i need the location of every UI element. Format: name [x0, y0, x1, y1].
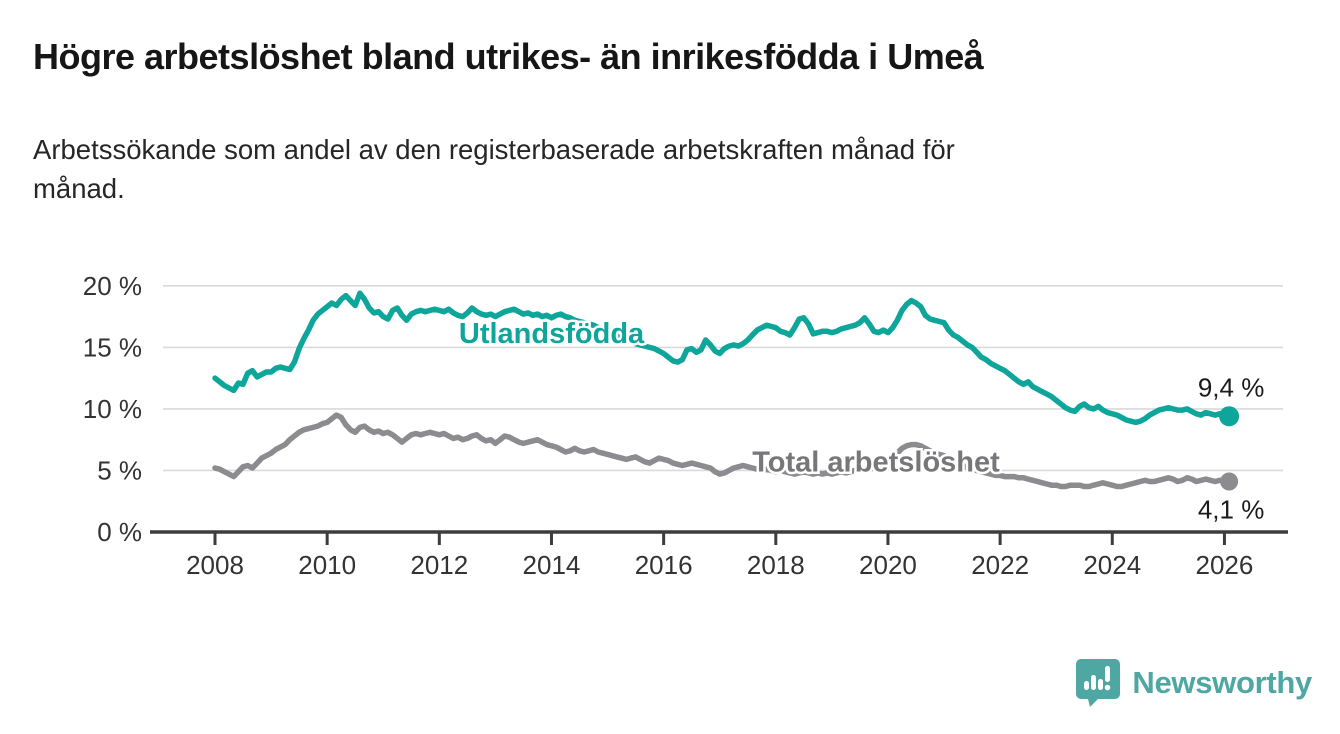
- newsworthy-logo: Newsworthy: [1075, 658, 1312, 708]
- x-tick-label: 2008: [186, 550, 244, 580]
- x-tick-label: 2016: [635, 550, 693, 580]
- logo-bar-2: [1091, 675, 1097, 690]
- series-label: Utlandsfödda: [459, 318, 645, 350]
- chart-title: Högre arbetslöshet bland utrikes- än inr…: [33, 36, 984, 77]
- end-dot: [1219, 406, 1240, 427]
- end-dot: [1220, 472, 1239, 491]
- x-tick-label: 2014: [523, 550, 581, 580]
- x-tick-label: 2020: [859, 550, 917, 580]
- x-tick-label: 2026: [1196, 550, 1254, 580]
- series-line-total-arbetsloshet: [212, 412, 1232, 490]
- chart-subtitle: Arbetssökande som andel av den registerb…: [33, 134, 955, 205]
- newsworthy-brand-name: Newsworthy: [1132, 665, 1312, 700]
- logo-bar-1: [1084, 681, 1090, 690]
- series-line-utlandsfodda: [212, 290, 1232, 426]
- x-tick-label: 2022: [971, 550, 1029, 580]
- x-tick-label: 2024: [1083, 550, 1141, 580]
- series-label: Total arbetslöshet: [752, 447, 1000, 479]
- newsworthy-logo-icon: [1076, 659, 1121, 707]
- y-tick-label: 0 %: [97, 517, 142, 547]
- y-tick-label: 5 %: [97, 455, 142, 485]
- y-tick-label: 15 %: [83, 332, 142, 362]
- y-tick-label: 10 %: [83, 394, 142, 424]
- x-tick-label: 2012: [410, 550, 468, 580]
- end-value-label: 4,1 %: [1198, 495, 1265, 525]
- x-tick-label: 2018: [747, 550, 805, 580]
- logo-bar-3: [1098, 679, 1104, 690]
- y-tick-label: 20 %: [83, 271, 142, 301]
- end-value-label: 9,4 %: [1198, 372, 1265, 402]
- x-tick-label: 2010: [298, 550, 356, 580]
- logo-exclamation-dot: [1105, 684, 1111, 691]
- logo-exclamation-bar: [1105, 666, 1111, 682]
